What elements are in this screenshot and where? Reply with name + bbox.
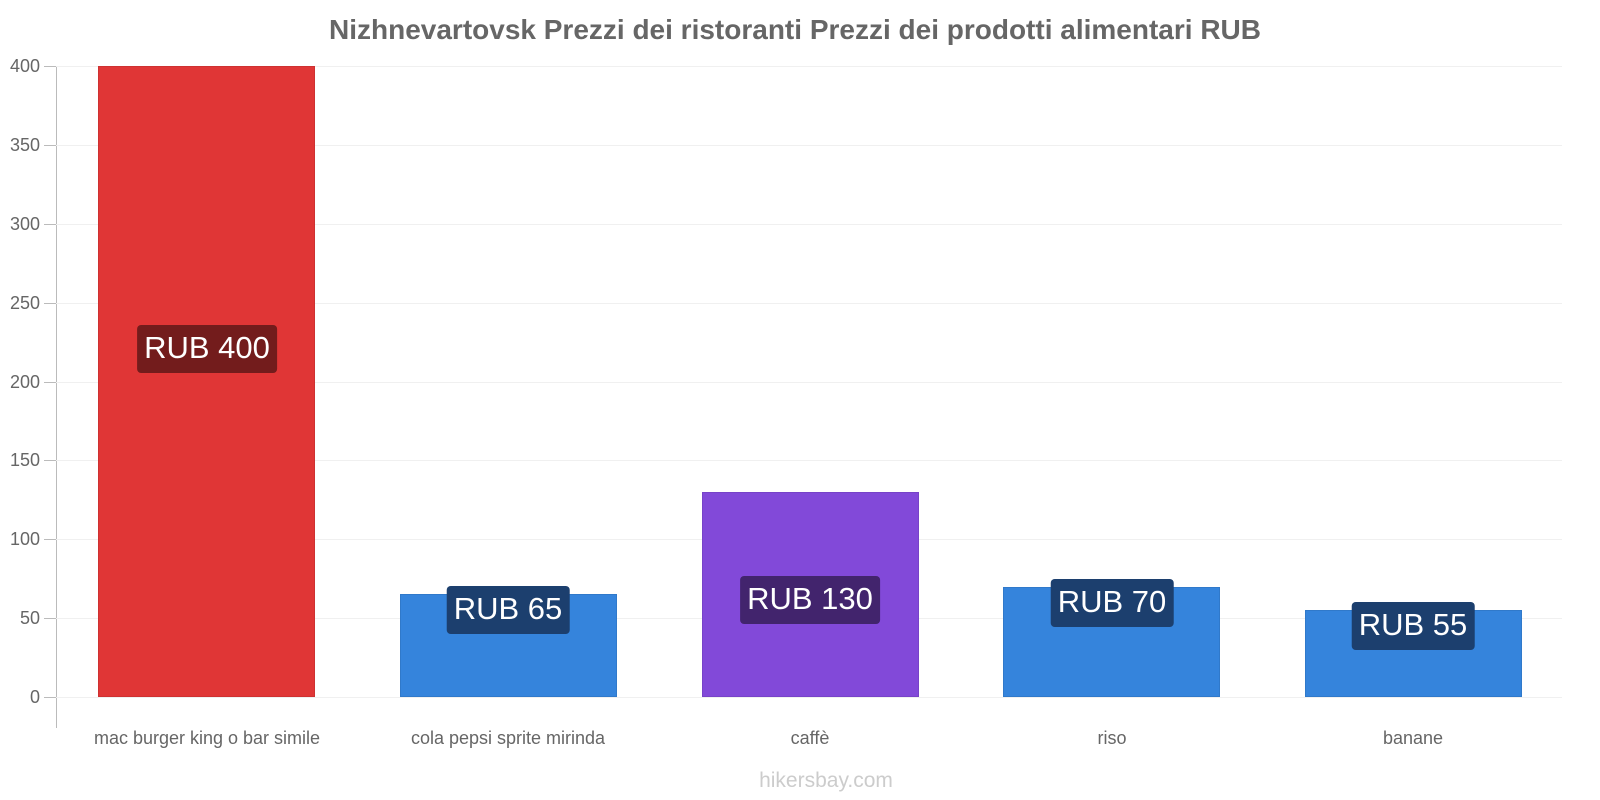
y-tick-mark — [44, 145, 56, 146]
data-label: RUB 130 — [740, 576, 880, 624]
gridline — [56, 145, 1562, 146]
y-tick-label: 400 — [9, 56, 40, 76]
y-tick-label: 100 — [9, 529, 40, 549]
y-tick-label: 50 — [19, 608, 40, 628]
data-label: RUB 70 — [1050, 579, 1174, 627]
gridline — [56, 460, 1562, 461]
y-tick-mark — [44, 539, 56, 540]
x-tick-label: banane — [1382, 728, 1444, 748]
gridline — [56, 224, 1562, 225]
data-label: RUB 400 — [137, 325, 277, 373]
y-tick-mark — [44, 224, 56, 225]
x-tick-label: caffè — [790, 728, 830, 748]
y-tick-label: 250 — [9, 293, 40, 313]
y-tick-mark — [44, 303, 56, 304]
gridline — [56, 697, 1562, 698]
bar[interactable] — [98, 66, 315, 697]
y-axis-line — [56, 66, 57, 728]
y-tick-mark — [44, 460, 56, 461]
data-label: RUB 55 — [1351, 602, 1475, 650]
y-tick-label: 200 — [9, 372, 40, 392]
gridline — [56, 382, 1562, 383]
x-tick-label: riso — [1097, 728, 1127, 748]
y-tick-label: 300 — [9, 214, 40, 234]
y-tick-mark — [44, 618, 56, 619]
y-tick-mark — [44, 66, 56, 67]
y-tick-mark — [44, 382, 56, 383]
watermark: hikersbay.com — [759, 769, 893, 792]
gridline — [56, 303, 1562, 304]
chart-title: Nizhnevartovsk Prezzi dei ristoranti Pre… — [329, 14, 1261, 45]
data-label: RUB 65 — [446, 586, 570, 634]
x-tick-label: cola pepsi sprite mirinda — [410, 728, 606, 748]
y-tick-label: 150 — [9, 450, 40, 470]
y-tick-label: 0 — [29, 687, 40, 707]
y-tick-mark — [44, 697, 56, 698]
y-tick-label: 350 — [9, 135, 40, 155]
gridline — [56, 66, 1562, 67]
x-tick-label: mac burger king o bar simile — [93, 728, 321, 748]
